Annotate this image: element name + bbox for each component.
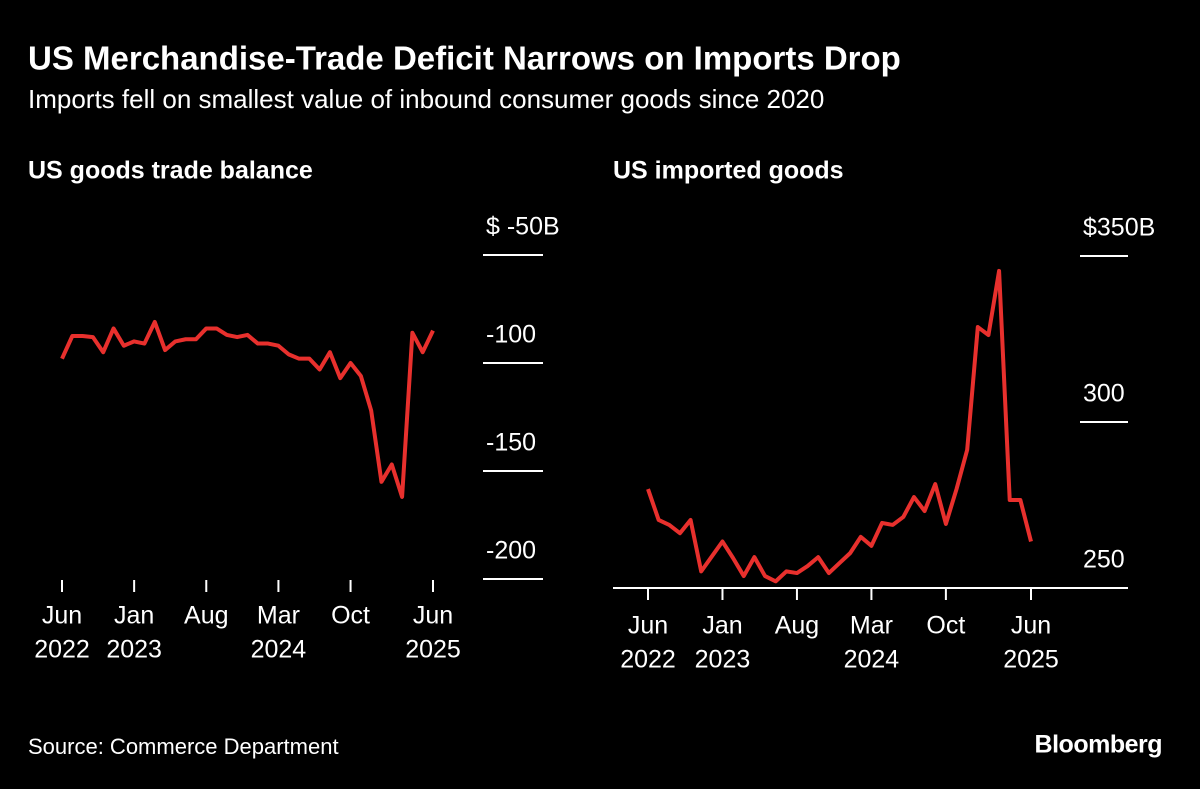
x-tick-label: Mar [257,602,300,630]
x-tick-label: Mar [850,612,893,640]
x-tick-label: 2022 [34,636,90,664]
x-tick-label: Jun [1011,612,1051,640]
brand: Bloomberg [1035,731,1162,759]
x-tick-label: Jun [42,602,82,630]
y-tick-label: $ -50B [486,213,560,241]
subtitle: Imports fell on smallest value of inboun… [28,84,824,114]
x-tick-label: 2025 [1003,646,1059,674]
y-tick-label: 250 [1083,546,1125,574]
x-tick-label: Jan [114,602,154,630]
x-tick-label: 2024 [844,646,900,674]
x-tick-label: 2023 [106,636,162,664]
x-tick-label: Oct [331,602,370,630]
x-tick-label: Jun [628,612,668,640]
source: Source: Commerce Department [28,734,339,759]
x-tick-label: Aug [184,602,228,630]
x-tick-label: Jan [702,612,742,640]
data-line [646,268,1033,584]
chart-title: US imported goods [613,157,844,185]
x-tick-label: 2023 [695,646,751,674]
x-tick-label: 2025 [405,636,461,664]
x-tick-label: 2024 [251,636,307,664]
title: US Merchandise-Trade Deficit Narrows on … [28,40,901,77]
x-tick-label: Aug [775,612,819,640]
y-tick-label: -200 [486,537,536,565]
chart-title: US goods trade balance [28,157,313,185]
y-tick-label: 300 [1083,380,1125,408]
y-tick-label: -150 [486,429,536,457]
y-tick-label: $350B [1083,214,1155,242]
data-line [60,319,435,499]
y-tick-label: -100 [486,321,536,349]
x-tick-label: Oct [926,612,965,640]
x-tick-label: Jun [413,602,453,630]
x-tick-label: 2022 [620,646,676,674]
